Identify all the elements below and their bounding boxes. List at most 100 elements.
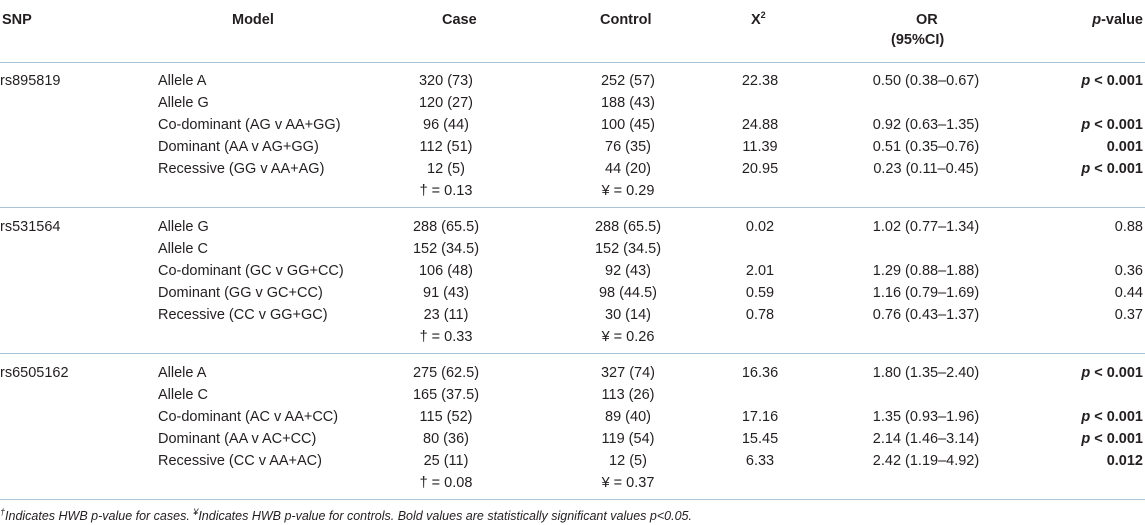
chi-square-cell: 6.33: [745, 453, 775, 469]
case-cell: 115 (52): [419, 409, 473, 425]
model-cell: Co-dominant (GC v GG+CC): [158, 263, 344, 279]
model-cell: Allele C: [158, 241, 208, 257]
chi-square-cell: 15.45: [741, 431, 779, 447]
table-row: Allele C 165 (37.5) 113 (26): [0, 384, 1145, 406]
pvalue-cell: 0.44: [1114, 285, 1143, 301]
case-cell: 80 (36): [423, 431, 469, 447]
header-pvalue-label: -value: [1101, 12, 1143, 28]
header-x2: X2: [751, 10, 766, 30]
control-cell: 152 (34.5): [594, 241, 662, 257]
footnote-yen-mark: ¥: [193, 506, 199, 517]
model-cell: Allele A: [158, 365, 207, 381]
case-cell: 25 (11): [423, 453, 469, 469]
control-cell: 188 (43): [600, 95, 655, 111]
model-cell: Recessive (GG v AA+AG): [158, 161, 325, 177]
chi-square-cell: 0.59: [745, 285, 775, 301]
case-cell: 106 (48): [418, 263, 473, 279]
model-cell: Dominant (AA v AC+CC): [158, 431, 317, 447]
pvalue-cell: 0.37: [1114, 307, 1143, 323]
model-cell: Co-dominant (AC v AA+CC): [158, 409, 339, 425]
header-case: Case: [442, 12, 477, 28]
table-row: Dominant (AA v AG+GG) 112 (51) 76 (35) 11.3…: [0, 136, 1145, 158]
case-cell: † = 0.08: [419, 475, 473, 491]
odds-ratio-cell: 1.35 (0.93–1.96): [872, 409, 980, 425]
table-row: † = 0.13 ¥ = 0.29: [0, 180, 1145, 202]
chi-square-cell: 11.39: [742, 139, 778, 155]
footnote-dagger-mark: †: [0, 506, 6, 517]
snp-id: rs6505162: [0, 365, 69, 381]
table-row: Allele G 288 (65.5) 288 (65.5) 0.02 1.02 (0.…: [0, 216, 1145, 238]
header-x2-label: X: [751, 12, 761, 28]
case-cell: † = 0.33: [419, 329, 473, 345]
header-pvalue: p-value: [1092, 10, 1143, 30]
odds-ratio-cell: 0.51 (0.35–0.76): [872, 139, 980, 155]
table-row: Co-dominant (AC v AA+CC) 115 (52) 89 (40) 1…: [0, 406, 1145, 428]
model-cell: Dominant (GG v GC+CC): [158, 285, 323, 301]
table-footnote: †Indicates HWB p-value for cases. ¥Indic…: [0, 507, 1145, 525]
control-cell: 288 (65.5): [594, 219, 662, 235]
odds-ratio-cell: 0.92 (0.63–1.35): [872, 117, 980, 133]
case-cell: 112 (51): [419, 139, 473, 155]
table-header: SNP Model Case Control X2 OR (95%CI) p-v…: [0, 0, 1145, 63]
table-row: Allele C 152 (34.5) 152 (34.5): [0, 238, 1145, 260]
control-cell: 44 (20): [605, 161, 651, 177]
model-cell: Allele G: [158, 219, 209, 235]
control-cell: 89 (40): [605, 409, 651, 425]
snp-id: rs531564: [0, 219, 61, 235]
chi-square-cell: 20.95: [741, 161, 779, 177]
table-row: † = 0.33 ¥ = 0.26: [0, 326, 1145, 348]
header-snp: SNP: [2, 12, 32, 28]
pvalue-cell: p < 0.001: [1081, 161, 1143, 177]
header-control: Control: [600, 12, 652, 28]
chi-square-cell: 17.16: [741, 409, 779, 425]
pvalue-cell: p < 0.001: [1081, 117, 1143, 133]
model-cell: Recessive (CC v GG+GC): [158, 307, 328, 323]
case-cell: † = 0.13: [419, 183, 473, 199]
header-x2-superscript: 2: [760, 10, 766, 21]
odds-ratio-cell: 2.14 (1.46–3.14): [872, 431, 980, 447]
header-pvalue-prefix: p: [1092, 12, 1102, 28]
control-cell: 30 (14): [605, 307, 651, 323]
control-cell: ¥ = 0.37: [601, 475, 655, 491]
case-cell: 23 (11): [423, 307, 469, 323]
odds-ratio-cell: 1.02 (0.77–1.34): [872, 219, 980, 235]
model-cell: Allele A: [158, 73, 207, 89]
header-or-ci: (95%CI): [891, 32, 945, 48]
control-cell: 113 (26): [601, 387, 655, 403]
case-cell: 120 (27): [418, 95, 473, 111]
header-model: Model: [232, 12, 274, 28]
model-cell: Allele C: [158, 387, 208, 403]
table-row: Recessive (GG v AA+AG) 12 (5) 44 (20) 20.95…: [0, 158, 1145, 180]
table-row: Recessive (CC v AA+AC) 25 (11) 12 (5) 6.33 2…: [0, 450, 1145, 472]
model-cell: Co-dominant (AG v AA+GG): [158, 117, 341, 133]
control-cell: 76 (35): [605, 139, 651, 155]
chi-square-cell: 0.02: [745, 219, 775, 235]
snp-section: rs895819 Allele A 320 (73) 252 (57) 22.38 0.5…: [0, 62, 1145, 208]
odds-ratio-cell: 1.16 (0.79–1.69): [872, 285, 980, 301]
table-row: Co-dominant (GC v GG+CC) 106 (48) 92 (43) 2…: [0, 260, 1145, 282]
table-row: † = 0.08 ¥ = 0.37: [0, 472, 1145, 494]
control-cell: 100 (45): [600, 117, 655, 133]
odds-ratio-cell: 0.50 (0.38–0.67): [872, 73, 980, 89]
control-cell: 98 (44.5): [598, 285, 658, 301]
case-cell: 320 (73): [418, 73, 473, 89]
snp-id: rs895819: [0, 73, 61, 89]
pvalue-cell: p < 0.001: [1081, 365, 1143, 381]
chi-square-cell: 16.36: [741, 365, 779, 381]
model-cell: Recessive (CC v AA+AC): [158, 453, 322, 469]
case-cell: 152 (34.5): [412, 241, 480, 257]
case-cell: 275 (62.5): [412, 365, 480, 381]
table-row: Co-dominant (AG v AA+GG) 96 (44) 100 (45) 2…: [0, 114, 1145, 136]
case-cell: 96 (44): [423, 117, 469, 133]
snp-section: rs531564 Allele G 288 (65.5) 288 (65.5) 0.02…: [0, 208, 1145, 354]
odds-ratio-cell: 2.42 (1.19–4.92): [872, 453, 980, 469]
case-cell: 12 (5): [427, 161, 465, 177]
control-cell: 92 (43): [605, 263, 651, 279]
chi-square-cell: 2.01: [745, 263, 775, 279]
odds-ratio-cell: 0.23 (0.11–0.45): [873, 161, 979, 177]
case-cell: 288 (65.5): [412, 219, 480, 235]
footnote-yen-text: Indicates HWB p-value for controls. Bold…: [198, 509, 692, 523]
chi-square-cell: 24.88: [741, 117, 779, 133]
odds-ratio-cell: 1.29 (0.88–1.88): [872, 263, 980, 279]
case-cell: 91 (43): [423, 285, 469, 301]
